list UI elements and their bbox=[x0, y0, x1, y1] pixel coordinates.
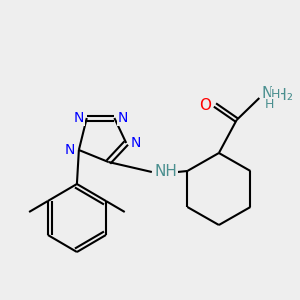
Text: N: N bbox=[117, 111, 128, 125]
Text: N: N bbox=[261, 86, 273, 101]
Text: N: N bbox=[64, 143, 75, 157]
Text: N: N bbox=[130, 136, 140, 150]
Text: NH: NH bbox=[154, 164, 177, 179]
Text: H: H bbox=[265, 98, 274, 110]
Text: O: O bbox=[199, 98, 211, 112]
Text: NH₂: NH₂ bbox=[264, 88, 293, 103]
Text: H: H bbox=[271, 88, 280, 100]
Text: N: N bbox=[74, 111, 84, 125]
